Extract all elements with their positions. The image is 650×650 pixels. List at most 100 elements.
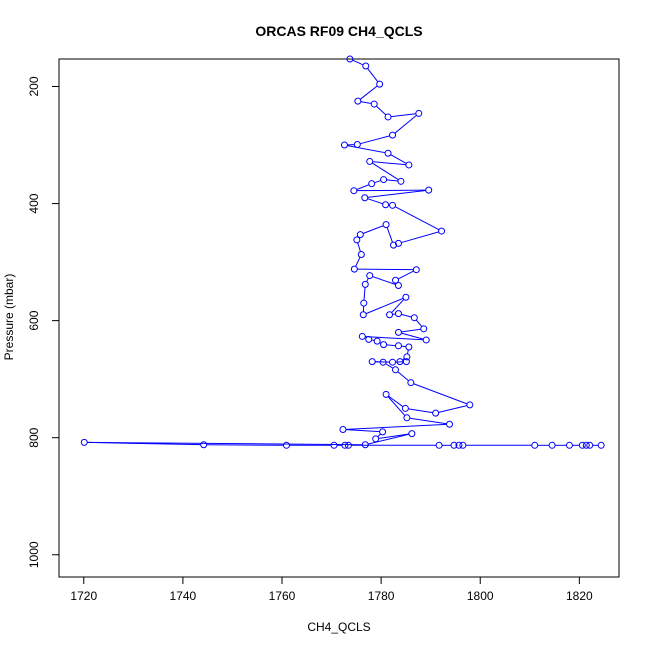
data-point [408,430,416,438]
data-point [282,441,290,449]
data-point [531,441,539,449]
data-point [372,435,380,443]
data-point [394,239,402,247]
data-point [389,358,397,366]
data-point [346,55,354,63]
series-segment [401,313,412,318]
x-tick-label: 1760 [269,589,296,603]
series-segment [359,85,378,100]
data-point [376,80,384,88]
plot-frame [58,58,620,578]
series-segment [388,395,404,408]
series-segment [413,383,468,405]
data-point [401,404,409,412]
series-segment [206,444,284,446]
data-point [386,311,394,319]
series-segment [394,206,440,231]
series-segment [363,287,366,301]
series-segment [360,101,372,105]
data-point [397,177,405,185]
series-segment [352,59,364,66]
data-point [459,441,467,449]
data-point [450,441,458,449]
y-tick-label: 600 [27,310,41,330]
series-segment [386,227,393,243]
data-point [382,390,390,398]
series-segment [347,145,386,154]
data-point [578,441,586,449]
x-tick-label: 1740 [170,589,197,603]
data-point [362,62,370,70]
data-point [370,100,378,108]
series-segment [408,408,433,414]
data-point [422,336,430,344]
series-segment [362,225,384,234]
x-tick-label: 1800 [467,589,494,603]
data-point [548,441,556,449]
data-point [402,358,410,366]
data-point [582,441,590,449]
data-point [357,250,365,258]
data-point [394,282,402,290]
series-segment [345,423,447,430]
series-segment [355,256,361,267]
data-point [380,176,388,184]
series-segment [365,297,404,315]
data-point [368,180,376,188]
y-axis: 200 400 600 800 1000 [27,76,60,568]
series-segment [397,270,414,280]
data-point [402,293,410,301]
data-point [415,109,423,117]
data-point [382,221,390,229]
data-point [394,310,402,318]
x-axis-label: CH4_QCLS [307,620,370,634]
data-point [384,149,392,157]
x-axis: 1720 1740 1760 1780 1800 1820 [70,576,593,603]
data-point [379,358,387,366]
data-point [438,227,446,235]
series-segment [390,154,407,164]
series-segment [438,405,468,413]
series-segment [376,105,387,116]
data-point [365,335,373,343]
series-layer [80,55,605,449]
y-axis-label: Pressure (mbar) [2,274,16,361]
data-point [405,343,413,351]
series-segment [365,336,424,341]
series-segment [356,189,426,192]
data-point [200,441,208,449]
series-segment [401,231,439,244]
data-point [341,441,349,449]
series-segment [366,278,369,282]
y-tick-label: 400 [27,193,41,213]
data-point [389,201,397,209]
data-point [359,311,367,319]
series-segment [409,417,447,425]
series-segment [367,68,379,83]
series-segment [378,433,409,439]
data-point [366,157,374,165]
series-segment [357,268,414,271]
data-point [350,265,358,273]
data-point [340,141,348,149]
series-segment [377,433,381,438]
data-point [353,140,361,148]
series-segment [385,363,394,369]
series-segment [372,276,396,286]
data-point [455,441,463,449]
data-point [405,161,413,169]
series-segment [357,242,361,252]
x-tick-label: 1820 [566,589,593,603]
series-segment [345,429,380,433]
data-point [366,272,374,280]
x-tick-label: 1720 [70,589,97,603]
data-point [80,438,88,446]
data-point [425,186,433,194]
y-tick-label: 1000 [27,541,41,568]
series-segment [367,198,383,205]
data-point [330,441,338,449]
data-point [353,236,361,244]
data-point [389,131,397,139]
data-point [344,441,352,449]
